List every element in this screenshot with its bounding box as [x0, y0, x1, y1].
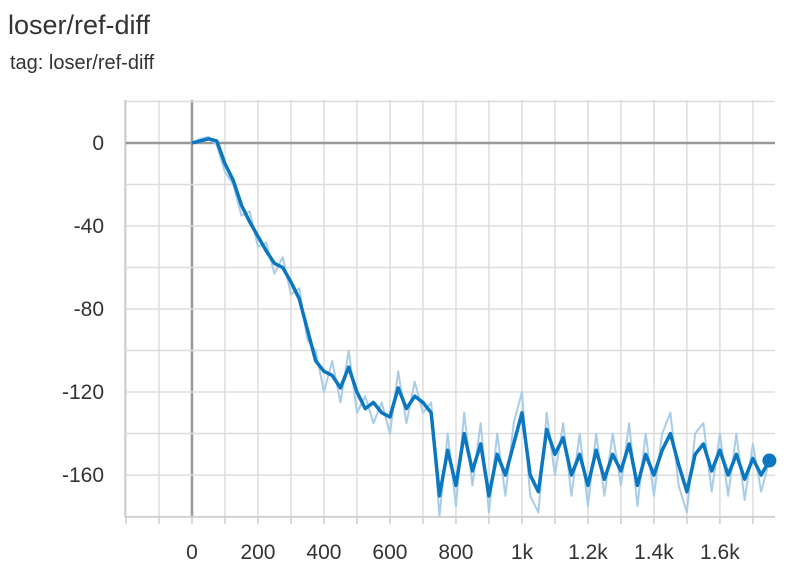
y-tick-label: -120	[62, 381, 104, 404]
chart-title: loser/ref-diff	[8, 10, 151, 40]
x-tick-label: 600	[372, 541, 407, 564]
x-tick-label: 200	[240, 541, 275, 564]
end-point	[762, 453, 777, 468]
y-tick-label: -40	[74, 215, 104, 238]
x-tick-label: 1.2k	[568, 541, 608, 564]
y-tick-label: 0	[92, 132, 104, 155]
x-tick-label: 400	[306, 541, 341, 564]
x-tick-label: 1k	[511, 541, 534, 564]
x-tick-label: 1.4k	[634, 541, 674, 564]
x-tick-label: 800	[438, 541, 473, 564]
y-tick-label: -80	[74, 298, 104, 321]
y-tick-label: -160	[62, 464, 104, 487]
smoothed-line	[191, 137, 771, 498]
x-tick-label: 0	[186, 541, 198, 564]
x-tick-label: 1.6k	[700, 541, 740, 564]
chart-subtitle: tag: loser/ref-diff	[10, 52, 155, 74]
raw-line	[191, 135, 771, 517]
